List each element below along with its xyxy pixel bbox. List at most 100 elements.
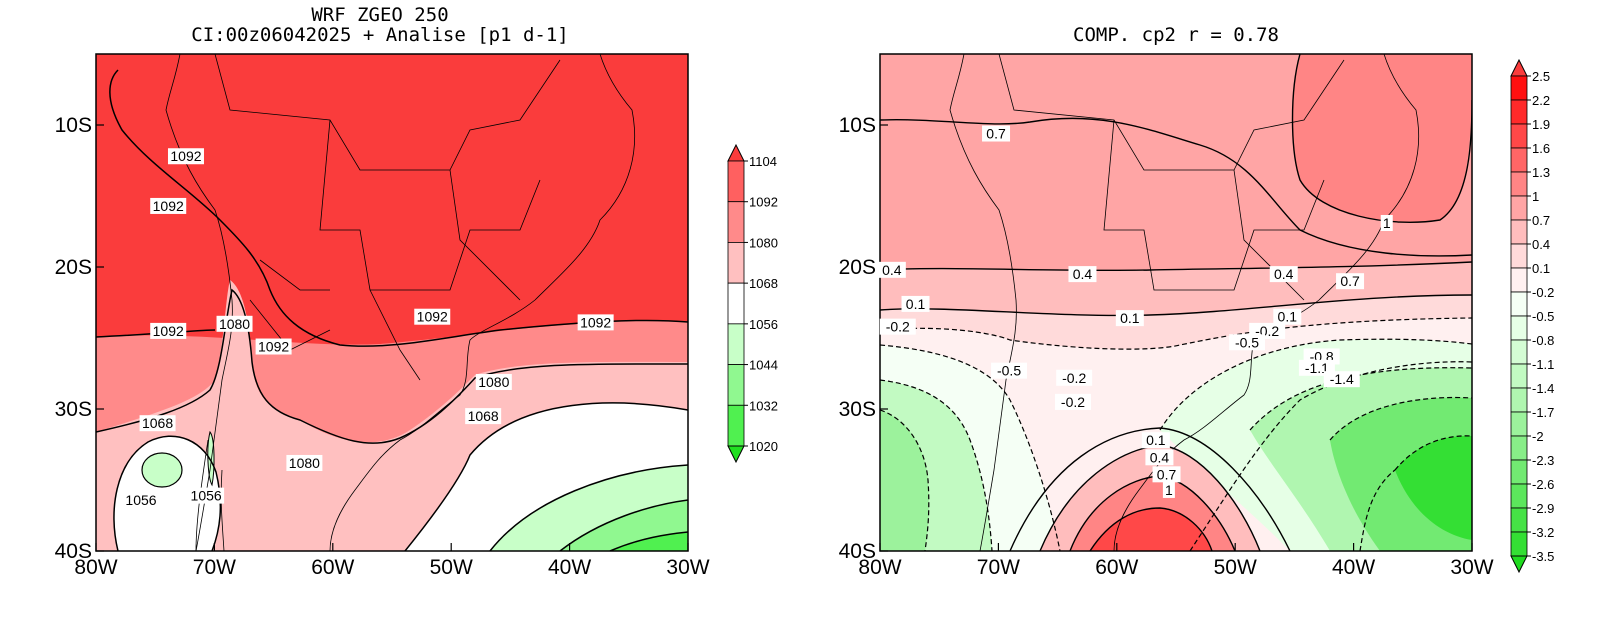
contour-label: -0.2 [1061,394,1085,410]
colorbar-label: -0.5 [1532,309,1554,324]
x-tick-label: 80W [74,556,117,579]
contour-label-bg [414,308,451,325]
colorbar-label: 1020 [749,439,778,454]
colorbar-swatch [1510,99,1528,125]
comp-east-green-4 [1395,435,1472,540]
y-tick-label: 40S [55,540,92,563]
right-title: COMP. cp2 r = 0.78 [1073,24,1279,46]
colorbar-swatch [727,323,745,365]
contour-label-bg [475,374,512,391]
colorbar-swatch [1510,507,1528,533]
contour-label: 1068 [468,408,499,424]
contour-label: 1080 [478,374,509,390]
contour-label: 1056 [191,488,222,504]
x-tick-label: 70W [977,556,1020,579]
colorbar-label: 1056 [749,317,778,332]
contour-label: 0.4 [1073,266,1093,282]
x-tick-label: 50W [1214,556,1257,579]
colorbar-label: -3.5 [1532,549,1554,564]
colorbar-bottom-arrow [727,445,745,464]
zgeo-contours-low [489,464,688,551]
colorbar-label: -1.7 [1532,405,1554,420]
contour-label: -1.4 [1330,371,1354,387]
contour-label: 0.4 [1150,449,1170,465]
colorbar-swatch [1510,483,1528,509]
contour-label-bg [1323,371,1360,388]
colorbar-swatch [1510,75,1528,101]
contour-label: 0.4 [882,262,902,278]
contour-label-bg [122,491,159,508]
contour-label: 0.1 [1278,309,1298,325]
colorbar-label: 1.6 [1532,141,1550,156]
contour-label-bg [1273,308,1302,325]
left-axis-ticks: 80W 70W 60W 50W 40W 30W 10S 20S 30S 40S [55,114,710,579]
colorbar-label: -2.9 [1532,501,1554,516]
colorbar-label: 1.9 [1532,117,1550,132]
contour-label-bg [1229,334,1266,351]
contour-label-bg [1115,310,1144,327]
colorbar-label: -0.2 [1532,285,1554,300]
y-tick-label: 30S [55,398,92,421]
colorbar-swatch [1510,219,1528,245]
zgeo-band-1056-1068-west [113,436,221,551]
colorbar-swatch [1510,411,1528,437]
left-title-line1: WRF ZGEO 250 [311,4,448,26]
x-tick-label: 30W [666,556,709,579]
colorbar-label: 1 [1532,189,1539,204]
contour-label-bg [167,148,204,165]
colorbar-swatch [1510,147,1528,173]
colorbar-label: 2.5 [1532,69,1550,84]
colorbar-label: 1068 [749,276,778,291]
y-tick-label: 10S [839,114,876,137]
colorbar-swatch [1510,123,1528,149]
colorbar-swatch [1510,339,1528,365]
colorbar-swatch [727,404,745,447]
contour-label: 1056 [125,492,156,508]
colorbar-swatch [1510,291,1528,317]
x-tick-label: 80W [858,556,901,579]
right-contour-labels: 0.710.70.4 0.4 0.40.10.1 0.1-0.2 -0.2-0.5-0.… [877,125,1393,498]
y-tick-label: 10S [55,114,92,137]
x-tick-label: 70W [193,556,236,579]
colorbar-label: -2.6 [1532,477,1554,492]
y-tick-label: 20S [839,256,876,279]
contour-label-bg [255,338,292,355]
contour-label-bg [991,362,1028,379]
y-tick-label: 40S [839,540,876,563]
colorbar-swatch [727,160,745,203]
colorbar-label: -3.2 [1532,525,1554,540]
left-colorbar: 1104 1092 1080 1068 1056 1044 1032 1020 [727,143,778,464]
colorbar-label: 0.7 [1532,213,1550,228]
comp-band-0.7-1.0 [1292,54,1472,223]
colorbar-swatch [1510,195,1528,221]
colorbar-label: 1.3 [1532,165,1550,180]
contour-label-bg [150,197,187,214]
contour-label-bg [901,295,930,312]
contour-label: 1092 [417,309,448,325]
comp-west-green-3 [880,410,929,551]
contour-label: 1080 [289,455,320,471]
right-axis-ticks: 80W 70W 60W 50W 40W 30W 10S 20S 30S 40S [839,114,1494,579]
colorbar-swatch [1510,363,1528,389]
colorbar-bottom-arrow [1510,555,1528,574]
colorbar-label: -2 [1532,429,1544,444]
contour-label: 0.7 [1340,273,1360,289]
contour-label: 1092 [153,198,184,214]
colorbar-swatch [1510,267,1528,293]
left-title-line2: CI:00z06042025 + Analise [p1 d-1] [191,24,569,46]
left-plot-frame [95,53,689,552]
contour-label-bg [216,315,253,332]
x-tick-label: 40W [1332,556,1375,579]
contour-label: 1 [1165,482,1173,498]
zgeo-low-1056-a [141,452,183,488]
contour-label-bg [465,408,502,425]
contour-label: -1.1 [1305,360,1329,376]
x-tick-label: 40W [548,556,591,579]
contour-label: 1092 [153,323,184,339]
colorbar-label: -1.1 [1532,357,1554,372]
contour-label: -0.2 [886,319,910,335]
y-tick-label: 30S [839,398,876,421]
zgeo-contour-1068-west [113,435,222,551]
colorbar-label: -0.8 [1532,333,1554,348]
contour-label: 0.1 [1120,310,1140,326]
